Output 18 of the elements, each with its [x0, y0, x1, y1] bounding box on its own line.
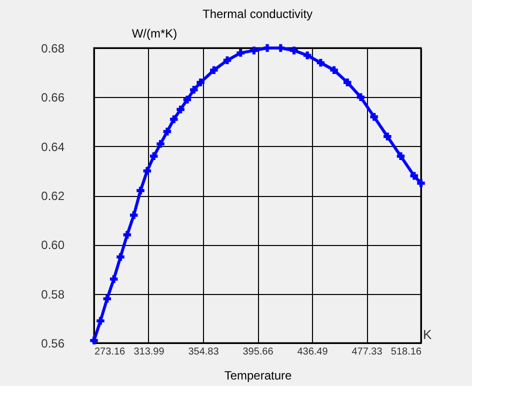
x-tick-label: 313.99	[134, 346, 165, 358]
y-tick-label: 0.60	[41, 238, 65, 252]
text: K	[423, 327, 432, 342]
y-tick-label: 0.66	[41, 90, 65, 105]
x-axis-title: Temperature	[224, 368, 292, 382]
y-tick-label: 0.58	[41, 287, 65, 302]
y-tick-label: 0.64	[41, 140, 65, 154]
x-tick-label: 273.16	[94, 346, 126, 358]
x-tick-label: 518.16	[390, 346, 422, 358]
y-tick-label: 0.68	[41, 42, 65, 56]
x-tick-label: 436.49	[297, 346, 328, 358]
y-tick-label: 0.56	[41, 336, 65, 350]
y-axis-title: W/(m*K)	[132, 26, 178, 40]
chart-title: Thermal conductivity	[202, 7, 313, 21]
y-tick-label: 0.62	[41, 189, 65, 203]
x-tick-label: 477.33	[352, 346, 383, 358]
x-tick-label: 395.66	[242, 346, 274, 358]
x-tick-label: 354.83	[188, 346, 220, 358]
